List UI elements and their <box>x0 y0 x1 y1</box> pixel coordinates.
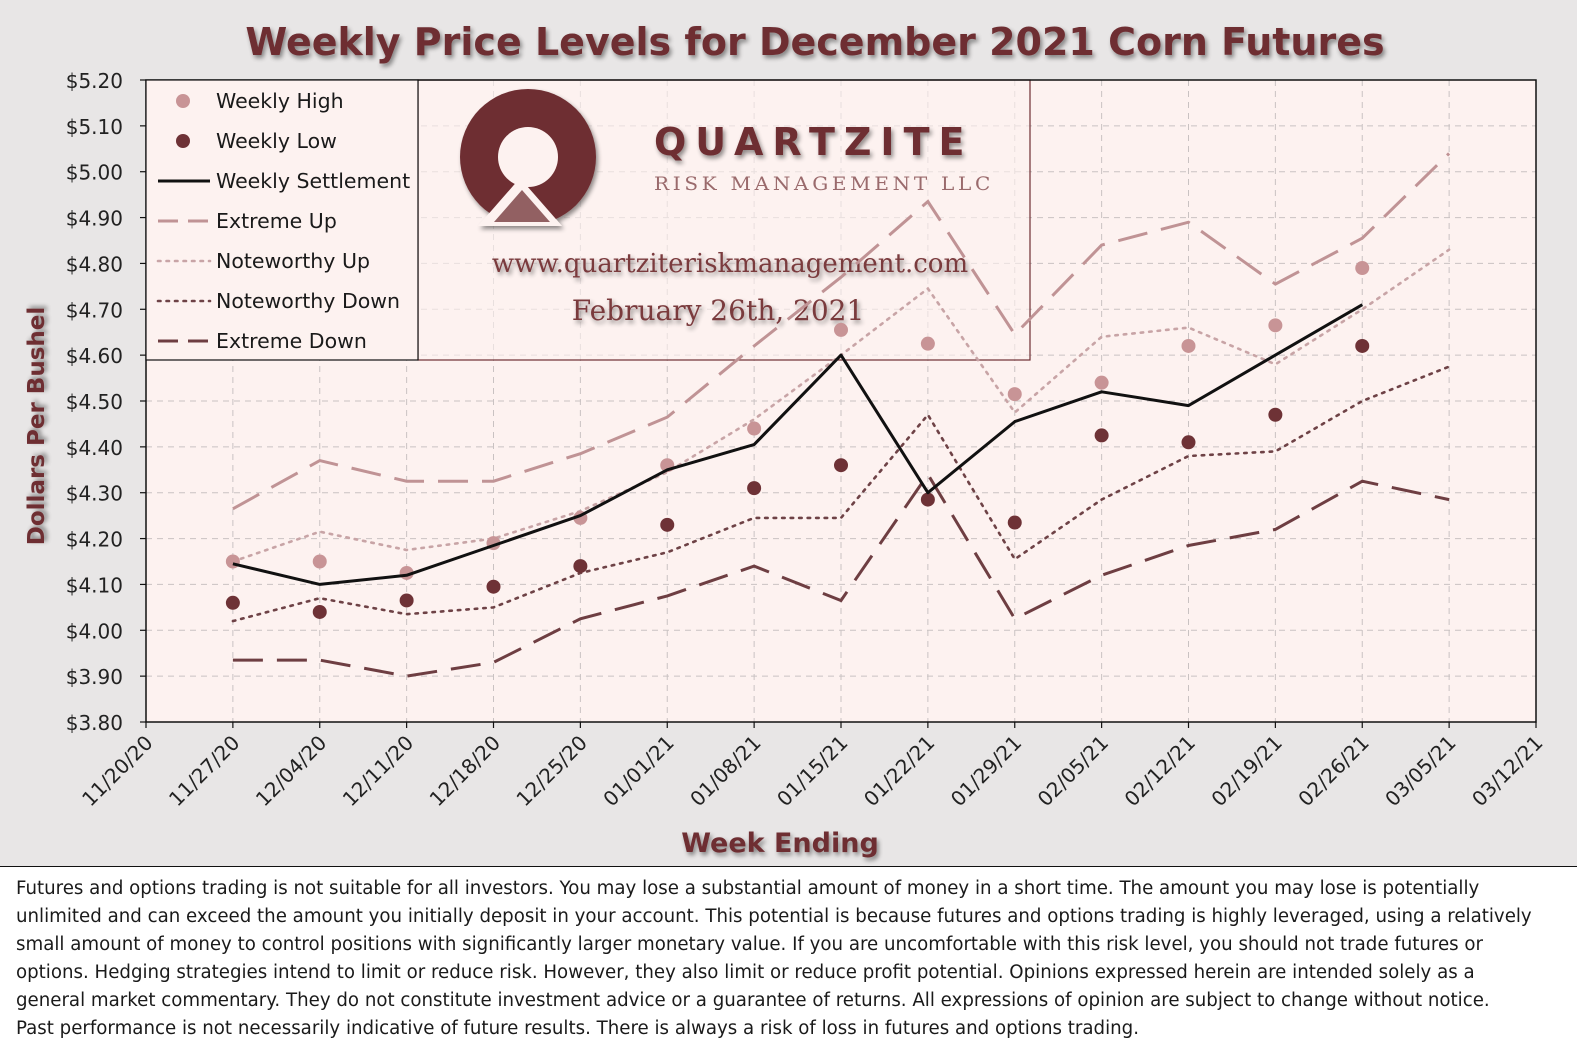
weekly-low-point <box>1094 428 1109 443</box>
weekly-settlement-line <box>232 303 1364 586</box>
y-tick-label: $4.40 <box>66 436 123 460</box>
x-tick-label: 02/26/21 <box>1293 731 1373 811</box>
y-tick-label: $4.10 <box>66 573 123 597</box>
weekly-high-point <box>312 554 327 569</box>
weekly-high-point <box>1007 387 1022 402</box>
weekly-low-point <box>312 604 327 619</box>
legend-label-weekly-settlement: Weekly Settlement <box>216 169 410 193</box>
legend-label-noteworthy-up: Noteworthy Up <box>216 249 370 273</box>
weekly-high-point <box>834 322 848 337</box>
disclaimer-line: general market commentary. They do not c… <box>16 990 1490 1011</box>
legend-label-extreme-down: Extreme Down <box>216 329 367 353</box>
disclaimer-line: small amount of money to control positio… <box>16 934 1484 955</box>
weekly-high-point <box>1094 375 1109 390</box>
y-tick-label: $4.60 <box>66 344 123 368</box>
chart-canvas: Weekly Price Levels for December 2021 Co… <box>24 20 1548 859</box>
extreme-up-line <box>232 152 1451 511</box>
y-tick-label: $4.20 <box>66 528 123 552</box>
disclaimer-line: Past performance is not necessarily indi… <box>16 1018 1139 1039</box>
y-tick-label: $4.80 <box>66 252 123 276</box>
weekly-low-point <box>225 595 240 610</box>
x-tick-label: 01/08/21 <box>685 731 765 811</box>
weekly-high-point <box>1181 338 1196 353</box>
x-tick-label: 12/18/20 <box>425 731 505 811</box>
disclaimer-line: Futures and options trading is not suita… <box>16 878 1480 899</box>
legend-label-noteworthy-down: Noteworthy Down <box>216 289 400 313</box>
y-tick-label: $5.20 <box>66 69 123 93</box>
legend-swatch-weekly-high <box>176 94 190 108</box>
watermark-url: www.quartziteriskmanagement.com <box>492 249 968 279</box>
y-axis: $3.80 $3.90 $4.00 $4.10 $4.20 $4.30 $4.40 $4.50… <box>66 69 146 735</box>
weekly-low-point <box>486 579 501 594</box>
y-tick-label: $4.30 <box>66 482 123 506</box>
x-tick-label: 02/12/21 <box>1120 731 1200 811</box>
watermark-subtitle: RISK MANAGEMENT LLC <box>654 173 994 195</box>
legend-label-weekly-high: Weekly High <box>216 89 344 113</box>
disclaimer: Futures and options trading is not suita… <box>0 866 1577 1052</box>
quartzite-logo-icon <box>460 89 596 226</box>
x-tick-label: 03/05/21 <box>1380 731 1460 811</box>
weekly-low-point <box>920 492 935 507</box>
y-tick-label: $4.70 <box>66 298 123 322</box>
weekly-low-point <box>1355 338 1370 353</box>
y-tick-label: $3.90 <box>66 665 123 689</box>
y-tick-label: $5.00 <box>66 161 123 185</box>
weekly-low-point <box>399 593 414 608</box>
x-tick-label: 01/22/21 <box>859 731 939 811</box>
y-tick-label: $4.90 <box>66 207 123 231</box>
x-tick-label: 01/15/21 <box>772 731 852 811</box>
x-tick-label: 03/12/21 <box>1467 731 1547 811</box>
y-axis-label: Dollars Per Bushel <box>24 307 50 545</box>
legend: Weekly High Weekly Low Weekly Settlement Ex… <box>145 79 419 361</box>
x-tick-label: 01/29/21 <box>946 731 1026 811</box>
y-tick-label: $3.80 <box>66 711 123 735</box>
weekly-low-point <box>834 458 848 473</box>
weekly-low-point <box>1268 407 1283 422</box>
x-tick-label: 02/19/21 <box>1206 731 1286 811</box>
legend-swatch-weekly-low <box>176 134 190 148</box>
noteworthy-down-line <box>231 365 1451 623</box>
weekly-low-point <box>660 517 675 532</box>
disclaimer-line: options. Hedging strategies intend to li… <box>16 962 1475 983</box>
weekly-low-point <box>747 481 762 496</box>
weekly-low-point <box>573 559 588 574</box>
y-tick-label: $4.50 <box>66 390 123 414</box>
y-tick-label: $4.00 <box>66 619 123 643</box>
extreme-down-line <box>232 471 1450 678</box>
disclaimer-line: unlimited and can exceed the amount you … <box>16 906 1532 927</box>
x-tick-label: 11/20/20 <box>77 731 157 811</box>
watermark-date: February 26th, 2021 <box>572 294 865 327</box>
weekly-high-point <box>747 421 762 436</box>
legend-label-extreme-up: Extreme Up <box>216 209 337 233</box>
weekly-low-point <box>1181 435 1196 450</box>
weekly-low-point <box>1007 515 1022 530</box>
x-tick-label: 12/04/20 <box>251 731 331 811</box>
y-tick-label: $5.10 <box>66 115 123 139</box>
watermark-brand: QUARTZITE <box>654 120 973 164</box>
legend-label-weekly-low: Weekly Low <box>216 129 337 153</box>
x-axis-label: Week Ending <box>681 828 879 859</box>
x-tick-label: 01/01/21 <box>598 731 678 811</box>
x-tick-label: 02/05/21 <box>1033 731 1113 811</box>
x-tick-label: 12/11/20 <box>338 731 418 811</box>
chart-title: Weekly Price Levels for December 2021 Co… <box>245 20 1384 64</box>
weekly-high-point <box>1268 318 1283 333</box>
watermark-box: QUARTZITE RISK MANAGEMENT LLC www.quartz… <box>417 79 1031 361</box>
weekly-high-point <box>920 336 935 351</box>
legend-items: Weekly High Weekly Low Weekly Settlement Ex… <box>156 89 410 353</box>
series-layer <box>225 152 1451 678</box>
x-tick-label: 12/25/20 <box>511 731 591 811</box>
x-axis: 11/20/20 11/27/20 12/04/20 12/11/20 12/18/20… <box>77 722 1548 811</box>
weekly-high-point <box>1355 261 1370 276</box>
x-tick-label: 11/27/20 <box>164 731 244 811</box>
